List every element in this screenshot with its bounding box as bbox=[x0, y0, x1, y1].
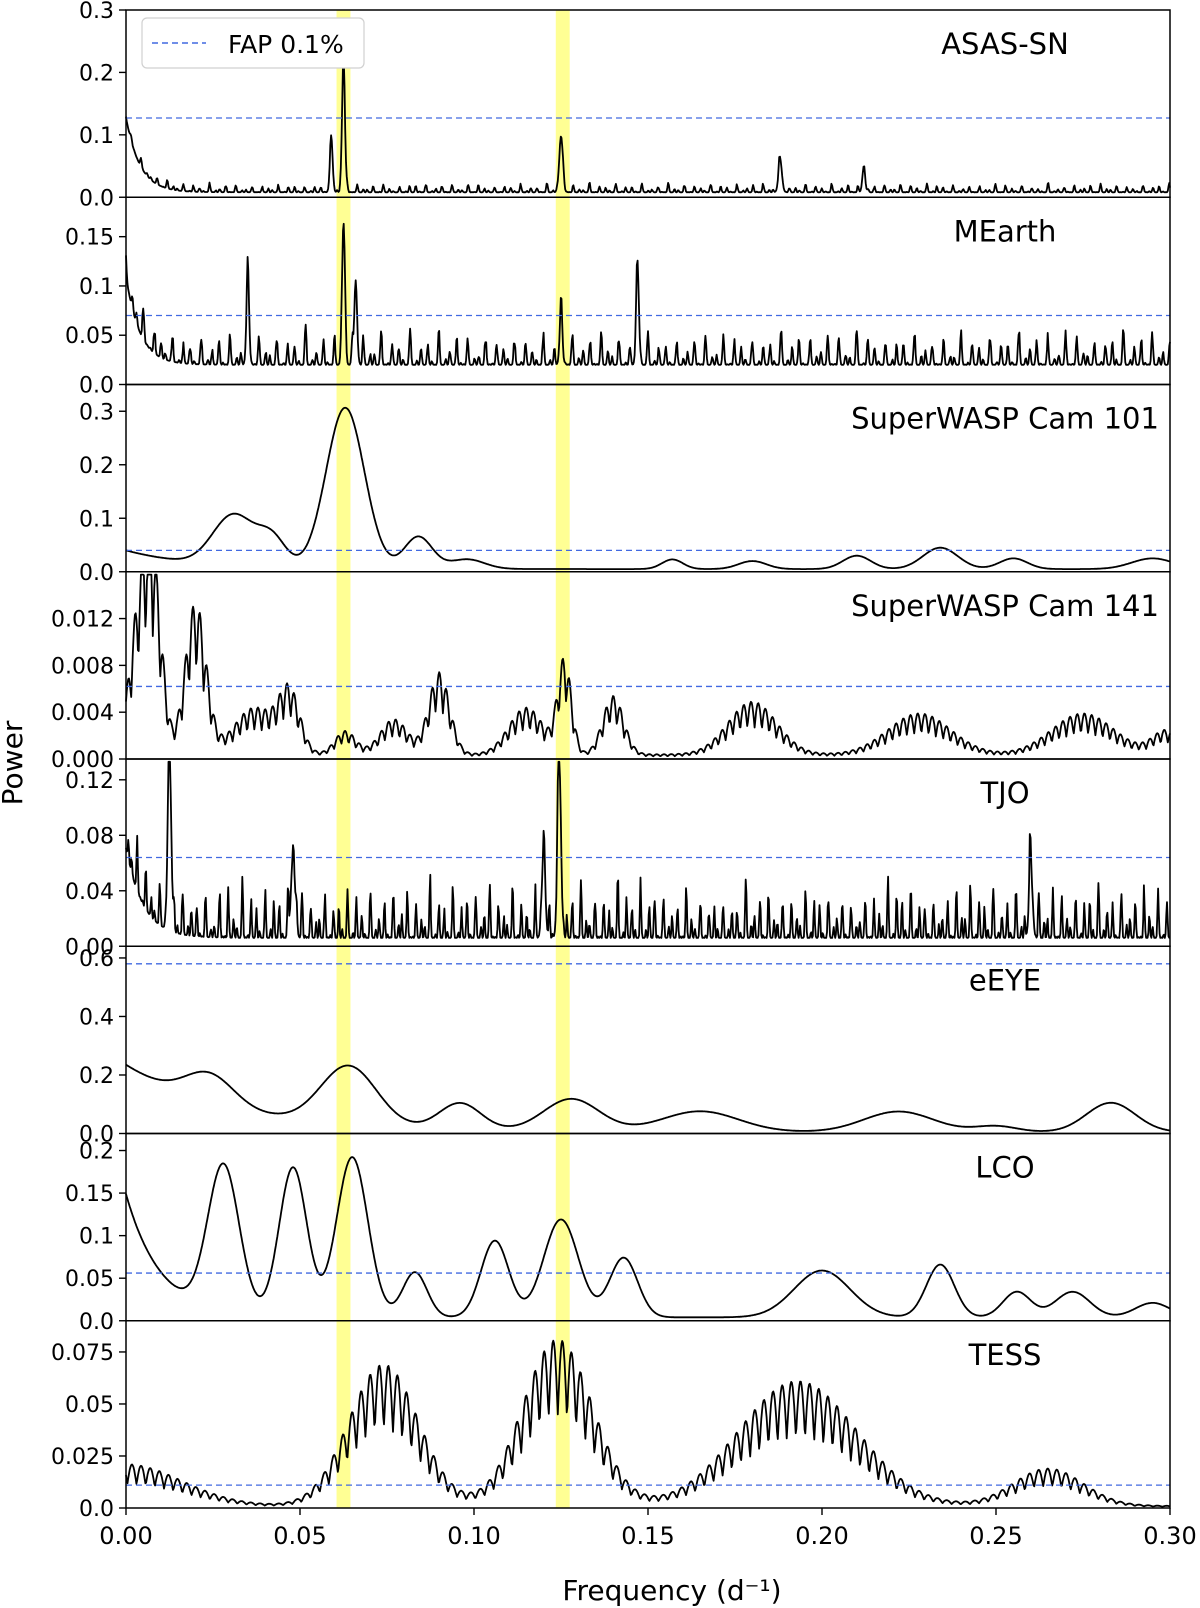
panel-title-eeye: eEYE bbox=[969, 963, 1041, 997]
y-tick-label-lco: 0.0 bbox=[79, 1310, 114, 1335]
series-line-mearth bbox=[125, 222, 1171, 366]
y-axis-label: Power bbox=[0, 720, 29, 805]
y-tick-label-mearth: 0.0 bbox=[79, 374, 114, 399]
y-tick-label-eeye: 0.4 bbox=[79, 1005, 114, 1030]
y-tick-label-superwasp-cam-141: 0.004 bbox=[51, 701, 114, 726]
y-tick-label-lco: 0.05 bbox=[65, 1267, 114, 1292]
y-tick-label-eeye: 0.2 bbox=[79, 1064, 114, 1089]
y-tick-label-tjo: 0.12 bbox=[65, 769, 114, 794]
x-tick-label: 0.30 bbox=[1143, 1522, 1196, 1550]
series-line-tjo bbox=[125, 760, 1171, 939]
y-tick-label-asas-sn: 0.2 bbox=[79, 61, 114, 86]
y-tick-label-superwasp-cam-101: 0.3 bbox=[79, 400, 114, 425]
panel-lco: 0.0 0.05 0.1 0.15 0.2 LCO bbox=[65, 1132, 1171, 1335]
y-tick-label-tjo: 0.00 bbox=[65, 935, 114, 960]
y-tick-label-tjo: 0.04 bbox=[65, 880, 114, 905]
x-tick-label: 0.10 bbox=[447, 1522, 500, 1550]
y-tick-label-eeye: 0.6 bbox=[79, 947, 114, 972]
series-line-asas-sn bbox=[125, 56, 1171, 194]
y-tick-label-superwasp-cam-141: 0.000 bbox=[51, 748, 114, 773]
y-tick-label-eeye: 0.0 bbox=[79, 1123, 114, 1148]
x-tick-label: 0.05 bbox=[273, 1522, 326, 1550]
series-line-eeye bbox=[125, 1063, 1171, 1132]
x-axis-label: Frequency (d⁻¹) bbox=[562, 1574, 781, 1607]
series-line-lco bbox=[125, 1156, 1171, 1319]
panel-tess: 0.0 0.025 0.05 0.075 TESS bbox=[51, 1320, 1171, 1522]
y-tick-label-tjo: 0.08 bbox=[65, 824, 114, 849]
y-tick-label-lco: 0.2 bbox=[79, 1140, 114, 1165]
legend-label: FAP 0.1% bbox=[228, 30, 344, 59]
panel-tjo: 0.00 0.04 0.08 0.12 TJO bbox=[65, 758, 1171, 960]
legend-box bbox=[141, 17, 365, 69]
y-tick-label-tess: 0.0 bbox=[79, 1497, 114, 1522]
series-line-superwasp-cam-101 bbox=[125, 406, 1171, 570]
panel-superwasp-cam-141: 0.000 0.004 0.008 0.012 SuperWASP Cam 141 bbox=[51, 571, 1171, 773]
y-tick-label-tess: 0.05 bbox=[65, 1393, 114, 1418]
x-tick-label: 0.15 bbox=[621, 1522, 674, 1550]
panel-mearth: 0.0 0.05 0.1 0.15 MEarth bbox=[65, 196, 1171, 399]
x-tick-label: 0.00 bbox=[99, 1522, 152, 1550]
y-tick-label-superwasp-cam-101: 0.0 bbox=[79, 561, 114, 586]
panel-title-tjo: TJO bbox=[979, 776, 1029, 810]
panel-title-asas-sn: ASAS-SN bbox=[941, 27, 1069, 61]
y-tick-label-mearth: 0.1 bbox=[79, 275, 114, 300]
y-tick-label-asas-sn: 0.0 bbox=[79, 186, 114, 211]
y-tick-label-tess: 0.075 bbox=[51, 1341, 114, 1366]
y-tick-label-superwasp-cam-101: 0.2 bbox=[79, 454, 114, 479]
panel-title-superwasp-cam-141: SuperWASP Cam 141 bbox=[851, 589, 1159, 623]
y-tick-label-mearth: 0.05 bbox=[65, 324, 114, 349]
legend: FAP 0.1% bbox=[141, 17, 365, 69]
panel-eeye: 0.0 0.2 0.4 0.6 eEYE bbox=[79, 945, 1171, 1148]
x-tick-label: 0.25 bbox=[969, 1522, 1022, 1550]
y-tick-label-superwasp-cam-141: 0.008 bbox=[51, 654, 114, 679]
y-tick-label-lco: 0.15 bbox=[65, 1182, 114, 1207]
y-tick-label-asas-sn: 0.3 bbox=[79, 0, 114, 24]
y-tick-label-mearth: 0.15 bbox=[65, 226, 114, 251]
y-tick-label-asas-sn: 0.1 bbox=[79, 124, 114, 149]
x-tick-label: 0.20 bbox=[795, 1522, 848, 1550]
y-tick-label-lco: 0.1 bbox=[79, 1225, 114, 1250]
y-tick-label-tess: 0.025 bbox=[51, 1445, 114, 1470]
panel-title-mearth: MEarth bbox=[954, 214, 1057, 248]
series-line-superwasp-cam-141 bbox=[125, 573, 1171, 758]
panel-superwasp-cam-101: 0.0 0.1 0.2 0.3 SuperWASP Cam 101 bbox=[79, 383, 1171, 586]
y-tick-label-superwasp-cam-141: 0.012 bbox=[51, 608, 114, 633]
panel-asas-sn: 0.0 0.1 0.2 0.3 ASAS-SN bbox=[79, 0, 1171, 211]
x-axis: 0.00 0.05 0.10 0.15 0.20 0.25 0.30 bbox=[99, 1508, 1197, 1550]
panel-title-tess: TESS bbox=[968, 1338, 1042, 1372]
series-line-tess bbox=[125, 1339, 1171, 1508]
y-tick-label-superwasp-cam-101: 0.1 bbox=[79, 507, 114, 532]
panel-title-lco: LCO bbox=[975, 1151, 1034, 1185]
panel-title-superwasp-cam-101: SuperWASP Cam 101 bbox=[851, 402, 1159, 436]
